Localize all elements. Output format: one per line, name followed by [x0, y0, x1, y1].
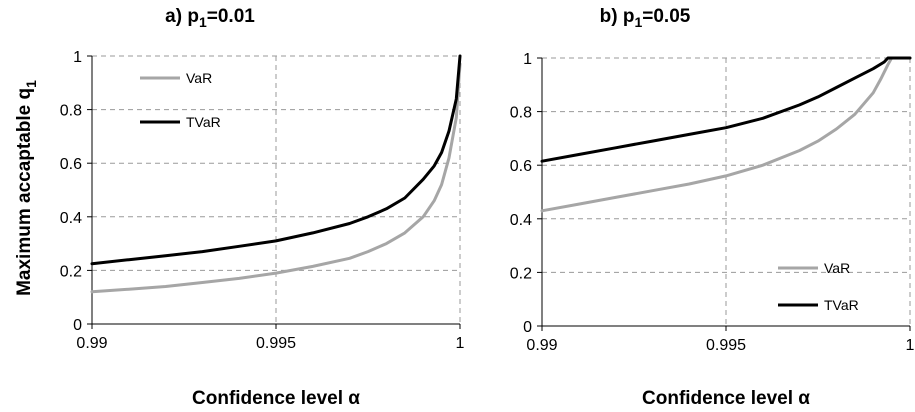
x-tick-label-a-0: 0.99: [76, 335, 107, 352]
x-tick-label-b-0: 0.99: [526, 337, 557, 354]
series-line-b-var: [540, 56, 912, 213]
y-tick-label-b-4: 0.8: [510, 105, 532, 122]
y-tick-label-a-4: 0.8: [60, 103, 82, 120]
legend-label-b-var: VaR: [824, 260, 850, 276]
legend-label-b-tvar: TVaR: [824, 297, 859, 313]
y-tick-label-a-1: 0.2: [60, 263, 82, 280]
y-tick-label-b-0: 0: [523, 319, 532, 336]
y-tick-label-a-0: 0: [73, 317, 82, 334]
chart-panel-a: a) p1=0.01 Confidence level α 0 0.2 0.4 0.6…: [60, 6, 465, 409]
x-tick-label-b-1: 0.995: [706, 337, 746, 354]
series-line-b-tvar: [540, 56, 912, 163]
y-axis-label: Maximum accaptable q1: [14, 80, 39, 296]
y-tick-label-a-3: 0.6: [60, 156, 82, 173]
x-tick-label-a-2: 1: [456, 335, 465, 352]
legend-label-a-var: VaR: [186, 70, 212, 86]
y-tick-label-b-1: 0.2: [510, 265, 532, 282]
x-axis-label-b: Confidence level α: [642, 388, 810, 409]
x-tick-label-a-1: 0.995: [256, 335, 296, 352]
chart-panel-b: b) p1=0.05 Confidence level α 0 0.2 0.4 0.6…: [510, 6, 915, 409]
series-line-a-tvar: [90, 54, 462, 266]
y-tick-label-a-2: 0.4: [60, 210, 82, 227]
y-tick-label-a-5: 1: [73, 49, 82, 66]
y-tick-label-b-3: 0.6: [510, 158, 532, 175]
x-tick-label-b-2: 1: [906, 337, 915, 354]
legend-label-a-tvar: TVaR: [186, 114, 221, 130]
chart-title-b: b) p1=0.05: [600, 6, 691, 30]
x-axis-label-a: Confidence level α: [192, 388, 360, 409]
y-tick-label-b-5: 1: [523, 51, 532, 68]
series-line-a-var: [90, 62, 462, 294]
chart-title-a: a) p1=0.01: [165, 6, 255, 30]
y-tick-label-b-2: 0.4: [510, 212, 532, 229]
